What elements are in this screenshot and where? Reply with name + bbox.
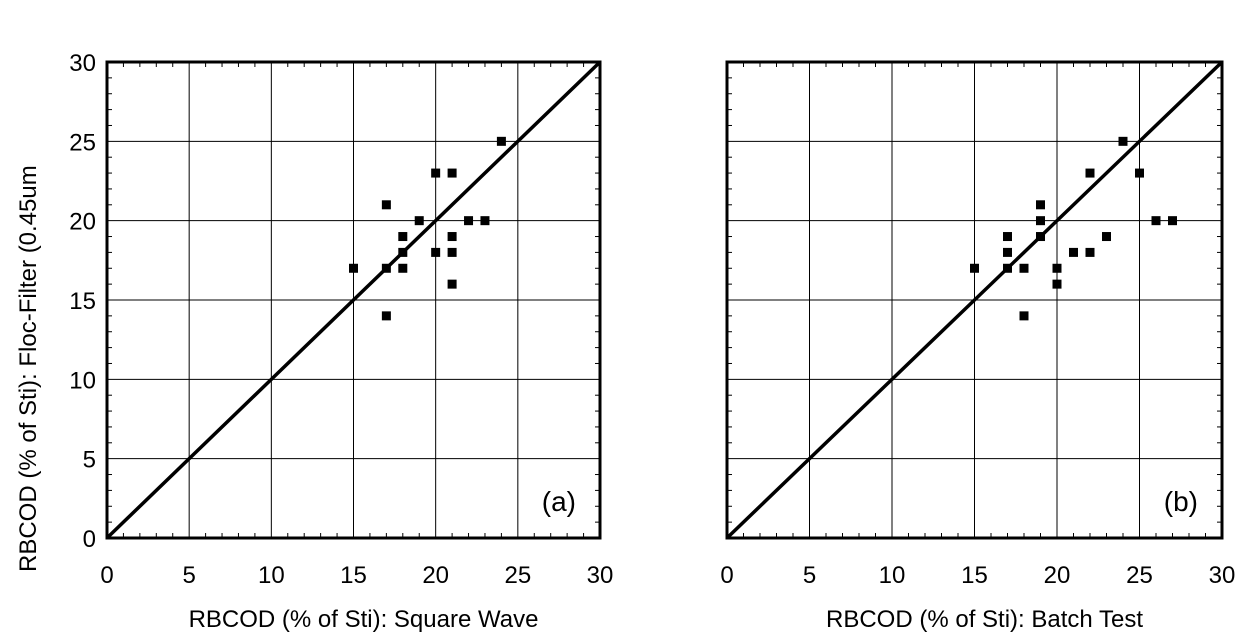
x-tick-label: 15 bbox=[340, 562, 367, 589]
y-tick-label: 20 bbox=[69, 209, 96, 236]
x-tick-label: 5 bbox=[182, 562, 195, 589]
chart-panel-b: 0 5 10 15 20 25 30 RBCOD (% of Sti): Batch Test… bbox=[720, 60, 1235, 633]
data-point bbox=[431, 168, 441, 178]
y-tick-label: 0 bbox=[83, 526, 96, 553]
reference-line-y-equals-x bbox=[725, 60, 1224, 540]
data-point bbox=[464, 216, 474, 226]
y-tick-label: 5 bbox=[83, 447, 96, 474]
x-axis-title: RBCOD (% of Sti): Batch Test bbox=[826, 606, 1143, 633]
data-point bbox=[1085, 168, 1095, 178]
reference-line-y-equals-x bbox=[105, 60, 602, 540]
data-point bbox=[1036, 200, 1045, 210]
panel-label: (a) bbox=[542, 486, 576, 517]
data-point bbox=[398, 232, 408, 242]
data-points bbox=[970, 136, 1177, 321]
data-point bbox=[1003, 263, 1012, 273]
data-point bbox=[1052, 279, 1062, 289]
data-point bbox=[447, 168, 457, 178]
data-point bbox=[480, 216, 490, 226]
x-tick-label: 30 bbox=[1209, 562, 1236, 589]
x-tick-labels: 0 5 10 15 20 25 30 bbox=[720, 562, 1235, 589]
y-tick-label: 30 bbox=[69, 50, 96, 77]
x-tick-label: 15 bbox=[961, 562, 988, 589]
x-tick-label: 0 bbox=[720, 562, 733, 589]
data-point bbox=[1019, 311, 1029, 321]
x-axis-title: RBCOD (% of Sti): Square Wave bbox=[189, 606, 539, 633]
data-point bbox=[381, 311, 391, 321]
data-point bbox=[1168, 216, 1177, 226]
data-point bbox=[1019, 263, 1029, 273]
data-point bbox=[431, 247, 441, 257]
data-point bbox=[1102, 232, 1111, 242]
data-point bbox=[349, 263, 358, 273]
data-point bbox=[1135, 168, 1144, 178]
data-point bbox=[447, 247, 457, 257]
data-point bbox=[1036, 216, 1045, 226]
data-point bbox=[1085, 247, 1095, 257]
y-tick-label: 15 bbox=[69, 288, 96, 315]
data-point bbox=[381, 263, 391, 273]
data-point bbox=[381, 200, 391, 210]
y-axis-title: RBCOD (% of Sti): Floc-Filter (0.45um bbox=[15, 165, 42, 572]
x-tick-label: 5 bbox=[803, 562, 816, 589]
y-tick-labels: 0 5 10 15 20 25 30 bbox=[69, 50, 96, 553]
data-point bbox=[398, 263, 408, 273]
data-point bbox=[1052, 263, 1062, 273]
data-point bbox=[1069, 247, 1078, 257]
data-point bbox=[447, 232, 457, 242]
x-tick-labels: 0 5 10 15 20 25 30 bbox=[100, 562, 613, 589]
x-tick-label: 30 bbox=[587, 562, 614, 589]
data-point bbox=[1003, 247, 1012, 257]
x-tick-label: 25 bbox=[1126, 562, 1153, 589]
y-tick-label: 25 bbox=[69, 129, 96, 156]
x-tick-label: 20 bbox=[422, 562, 449, 589]
data-point bbox=[447, 279, 457, 289]
panel-label: (b) bbox=[1164, 486, 1198, 517]
data-point bbox=[1151, 216, 1161, 226]
data-point bbox=[970, 263, 979, 273]
data-points bbox=[349, 136, 506, 321]
data-point bbox=[496, 136, 506, 146]
plot-frame bbox=[725, 60, 1224, 540]
plot-frame bbox=[105, 60, 602, 540]
x-tick-label: 10 bbox=[258, 562, 285, 589]
x-tick-label: 0 bbox=[100, 562, 113, 589]
y-tick-label: 10 bbox=[69, 367, 96, 394]
data-point bbox=[1003, 232, 1012, 242]
x-tick-label: 20 bbox=[1044, 562, 1071, 589]
data-point bbox=[398, 247, 408, 257]
data-point bbox=[1036, 232, 1045, 242]
chart-panel-a: 0 5 10 15 20 25 30 0 5 10 15 20 25 30 RBCOD (% of Sti)… bbox=[15, 50, 613, 633]
data-point bbox=[414, 216, 424, 226]
data-point bbox=[1118, 136, 1128, 146]
x-tick-label: 10 bbox=[879, 562, 906, 589]
x-tick-label: 25 bbox=[504, 562, 531, 589]
